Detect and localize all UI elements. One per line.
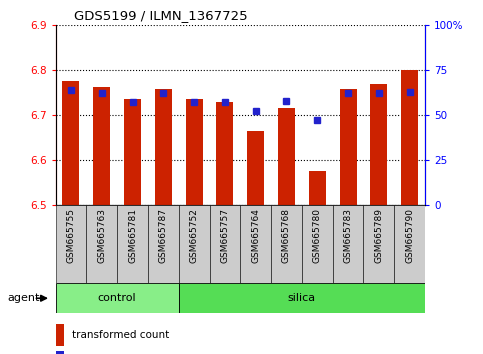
Bar bbox=[401, 70, 418, 205]
Text: GSM665787: GSM665787 bbox=[159, 208, 168, 263]
Bar bbox=[247, 131, 264, 205]
Bar bbox=[364, 205, 394, 283]
Bar bbox=[86, 205, 117, 283]
Bar bbox=[155, 89, 172, 205]
Text: silica: silica bbox=[288, 293, 316, 303]
Bar bbox=[179, 205, 210, 283]
Bar bbox=[62, 81, 79, 205]
Text: GSM665757: GSM665757 bbox=[220, 208, 229, 263]
Text: agent: agent bbox=[7, 293, 40, 303]
Bar bbox=[278, 108, 295, 205]
Bar bbox=[370, 84, 387, 205]
Bar bbox=[394, 205, 425, 283]
Bar bbox=[240, 205, 271, 283]
Text: GSM665783: GSM665783 bbox=[343, 208, 353, 263]
Bar bbox=[309, 171, 326, 205]
Bar bbox=[271, 205, 302, 283]
Bar bbox=[56, 283, 179, 313]
Bar bbox=[56, 205, 86, 283]
Text: GSM665752: GSM665752 bbox=[190, 208, 199, 263]
Bar bbox=[216, 102, 233, 205]
Bar bbox=[333, 205, 364, 283]
Bar bbox=[210, 205, 240, 283]
Text: transformed count: transformed count bbox=[72, 330, 169, 340]
Text: GDS5199 / ILMN_1367725: GDS5199 / ILMN_1367725 bbox=[74, 9, 248, 22]
Bar bbox=[185, 99, 202, 205]
Bar bbox=[340, 89, 356, 205]
Text: GSM665755: GSM665755 bbox=[67, 208, 75, 263]
Text: GSM665790: GSM665790 bbox=[405, 208, 414, 263]
Bar bbox=[56, 324, 64, 346]
Bar bbox=[117, 205, 148, 283]
Bar bbox=[148, 205, 179, 283]
Text: GSM665789: GSM665789 bbox=[374, 208, 384, 263]
Bar bbox=[302, 205, 333, 283]
Text: control: control bbox=[98, 293, 136, 303]
Bar bbox=[93, 87, 110, 205]
Text: GSM665764: GSM665764 bbox=[251, 208, 260, 263]
Text: GSM665763: GSM665763 bbox=[97, 208, 106, 263]
Text: GSM665780: GSM665780 bbox=[313, 208, 322, 263]
Bar bbox=[179, 283, 425, 313]
Bar bbox=[124, 99, 141, 205]
Bar bbox=[56, 351, 64, 354]
Text: GSM665781: GSM665781 bbox=[128, 208, 137, 263]
Text: GSM665768: GSM665768 bbox=[282, 208, 291, 263]
